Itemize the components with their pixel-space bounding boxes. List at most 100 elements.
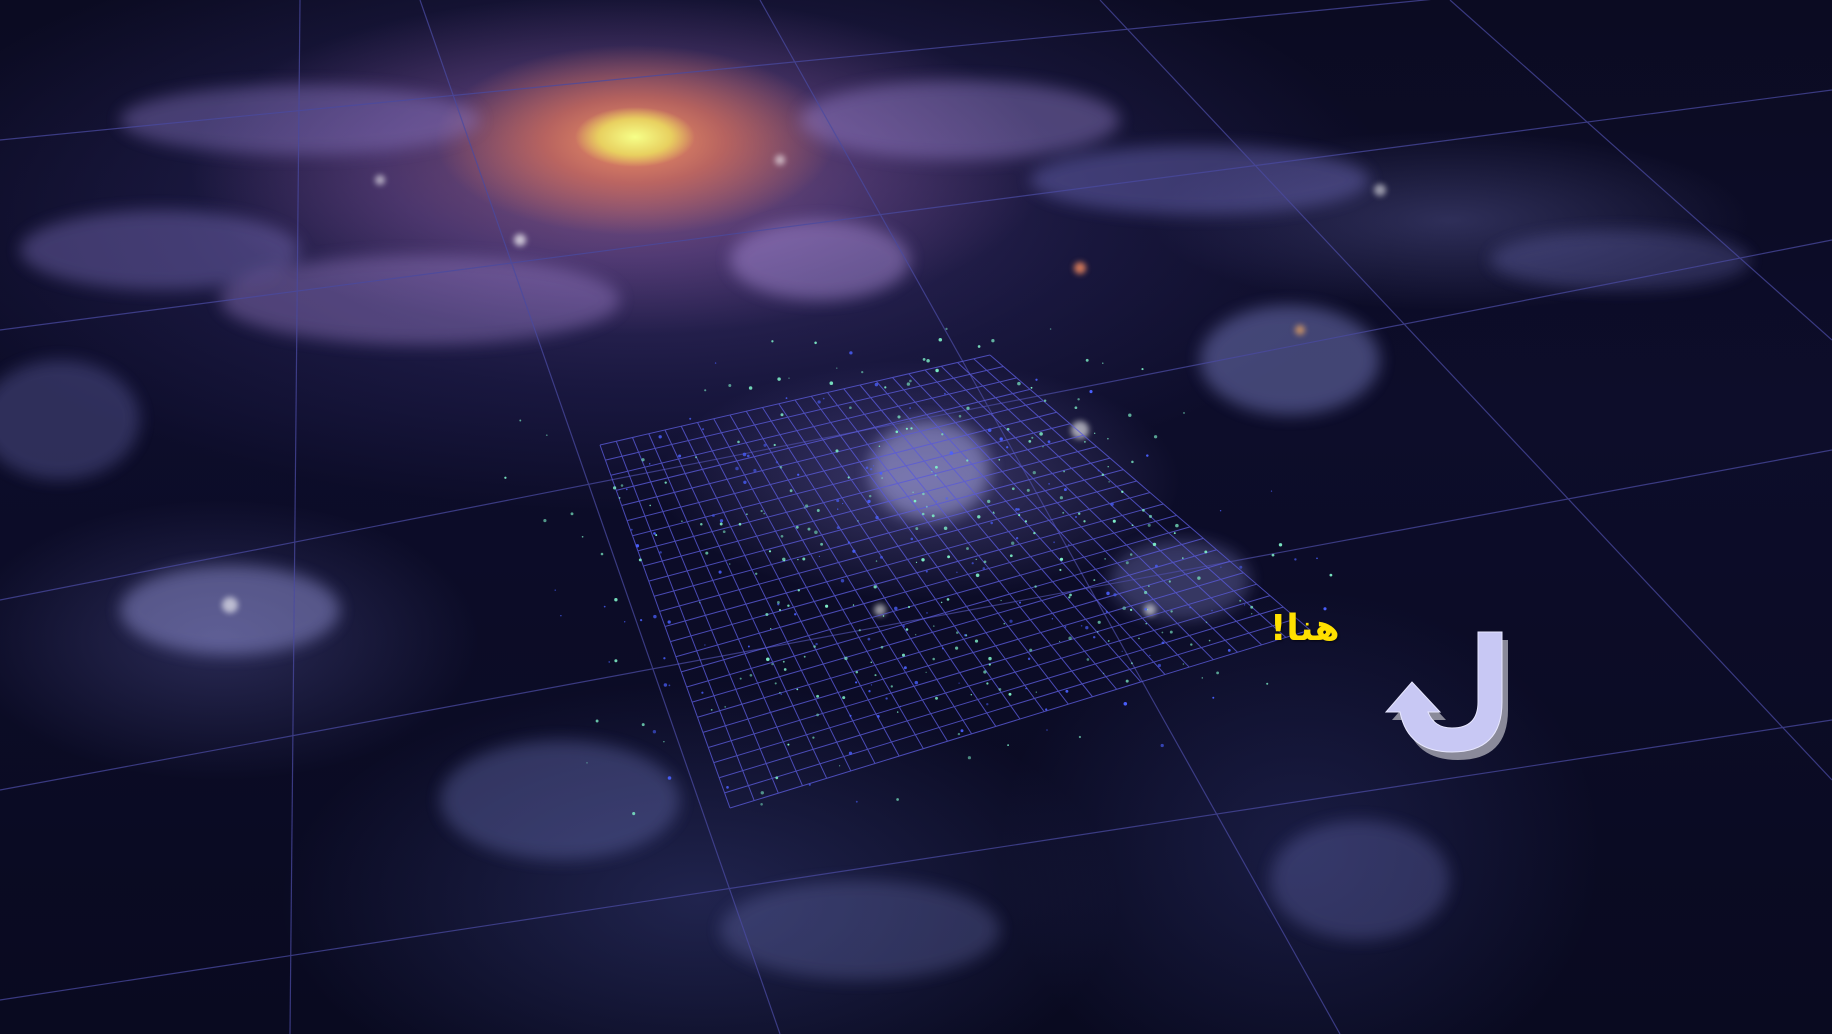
star-dot [1123, 702, 1128, 706]
star-dot [760, 791, 764, 795]
star-dot [1122, 606, 1126, 610]
star-dot [1107, 465, 1109, 468]
star-dot [894, 606, 898, 611]
star-dot [983, 560, 987, 564]
star-dot [775, 461, 779, 464]
star-dot [774, 682, 777, 685]
star-dot [1270, 490, 1273, 492]
star-dot [957, 732, 961, 736]
star-dot [988, 663, 991, 666]
star-dot [1093, 579, 1096, 582]
star-dot [922, 357, 926, 361]
star-dot [1083, 440, 1086, 443]
star-dot [1146, 454, 1149, 457]
star-dot [941, 433, 944, 436]
star-dot [658, 435, 662, 439]
star-dot [975, 573, 980, 578]
fine-grid-line [940, 365, 1238, 653]
star-dot [934, 474, 937, 477]
star-dot [667, 620, 671, 624]
star-dot [1161, 631, 1164, 634]
star-dot [1089, 390, 1093, 394]
star-dot [956, 571, 958, 574]
star-dot [935, 500, 938, 502]
star-dot [966, 547, 969, 550]
star-dot [1035, 378, 1038, 381]
star-dot [595, 719, 599, 723]
fine-grid-line [713, 595, 1271, 764]
star-dot [796, 688, 799, 691]
star-dot [626, 488, 628, 491]
star-dot [632, 812, 636, 816]
star-dot [797, 473, 800, 476]
star-dot [870, 661, 873, 664]
star-dot [581, 535, 584, 538]
star-dot [915, 634, 917, 636]
star-dot [1154, 564, 1158, 568]
star-dot [813, 645, 816, 648]
star-dot [896, 711, 899, 713]
star-dot [1157, 663, 1162, 668]
star-dot [1107, 437, 1109, 440]
u-turn-arrow-icon [1384, 631, 1508, 760]
star-dot [783, 559, 786, 562]
star-dot [663, 657, 666, 660]
star-dot [902, 625, 905, 628]
star-dot [649, 504, 652, 507]
star-dot [921, 512, 925, 516]
star-dot [960, 729, 964, 733]
star-dot [1239, 599, 1242, 602]
star-dot [1170, 610, 1173, 613]
star-dot [783, 668, 787, 671]
star-dot [847, 476, 850, 479]
star-dot [1063, 470, 1066, 473]
star-dot [1208, 639, 1211, 642]
star-dot [1182, 557, 1184, 559]
star-dot [1102, 362, 1104, 364]
star-dot [608, 661, 610, 663]
star-dot [967, 756, 972, 760]
star-dot [909, 407, 912, 409]
star-dot [1034, 585, 1037, 588]
star-dot [1205, 621, 1208, 624]
star-dot [795, 525, 799, 529]
star-dot [718, 570, 722, 574]
star-dot [857, 520, 859, 522]
star-dot [780, 534, 784, 538]
star-dot [753, 468, 757, 473]
star-dot [897, 415, 901, 419]
star-dot [1025, 687, 1027, 690]
star-dot [728, 563, 731, 565]
star-dot [639, 618, 643, 622]
star-dot [704, 644, 706, 646]
star-dot [947, 555, 951, 559]
star-dot [787, 604, 790, 607]
star-dot [770, 628, 772, 630]
star-dot [949, 451, 954, 455]
star-dot [1160, 743, 1164, 748]
star-dot [1046, 729, 1048, 731]
star-dot [907, 605, 911, 609]
star-dot [760, 803, 763, 806]
star-dot [554, 589, 556, 591]
star-dot [749, 673, 753, 677]
star-dot [1144, 607, 1147, 611]
star-dot [635, 544, 640, 548]
star-dot [1011, 487, 1015, 491]
star-dot [641, 723, 645, 727]
star-dot [1075, 516, 1077, 518]
star-dot [926, 358, 930, 363]
star-dot [1266, 682, 1269, 685]
star-dot [1085, 358, 1089, 362]
star-dot [1033, 531, 1036, 535]
star-dot [614, 598, 618, 602]
star-dot [648, 463, 651, 465]
star-dot [1035, 691, 1037, 693]
star-dot [836, 499, 840, 503]
star-dot [1083, 520, 1086, 523]
star-dot [1015, 537, 1019, 540]
star-dot [1059, 568, 1062, 572]
star-dot [1009, 619, 1013, 623]
star-dot [874, 382, 879, 387]
star-dot [910, 427, 913, 430]
